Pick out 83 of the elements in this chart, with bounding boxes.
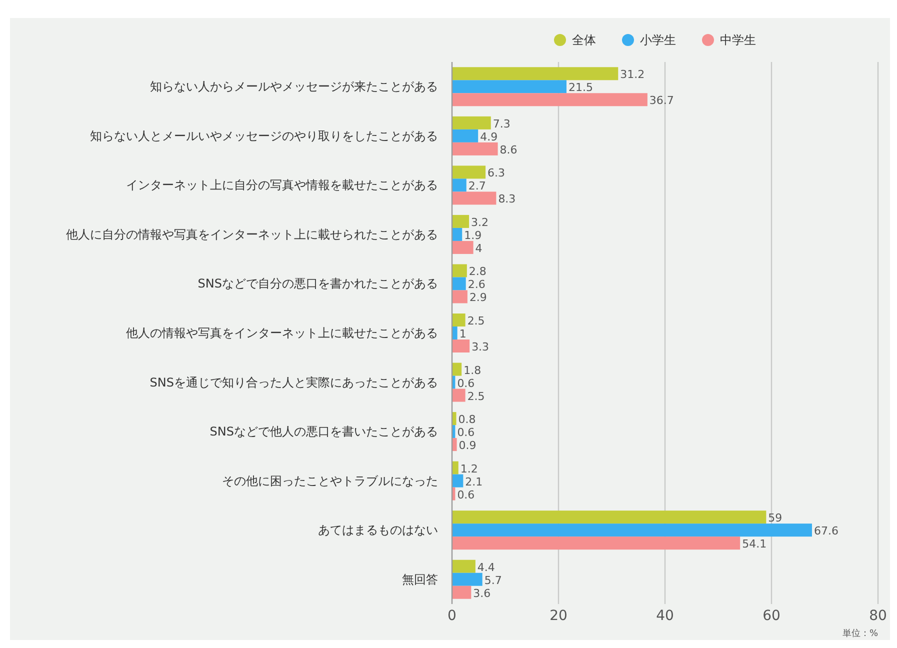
x-tick-label: 80	[869, 608, 887, 624]
y-tick-label: 他人に自分の情報や写真をインターネット上に載せられたことがある	[66, 227, 438, 242]
data-label: 67.6	[814, 524, 838, 538]
bar	[452, 572, 482, 586]
data-label: 4	[475, 242, 482, 255]
bar	[452, 67, 618, 80]
data-label: 0.6	[457, 488, 475, 502]
y-tick-label: あてはまるものはない	[318, 523, 438, 538]
legend-label: 全体	[572, 33, 596, 47]
data-label: 1	[459, 328, 466, 340]
y-tick-label: 知らない人からメールやメッセージが来たことがある	[150, 80, 438, 94]
data-label: 1.9	[464, 228, 482, 242]
data-label: 31.2	[620, 68, 645, 82]
bar	[452, 388, 466, 402]
bar	[452, 412, 456, 426]
data-label: 0.6	[457, 376, 475, 390]
bar	[452, 228, 462, 241]
bar	[452, 116, 491, 130]
y-tick-label: SNSを通じで知り合った人と実際にあったことがある	[150, 375, 438, 390]
legend-label: 小学生	[640, 33, 676, 47]
bar	[452, 192, 496, 205]
data-label: 8.3	[498, 192, 516, 206]
y-tick-label: 知らない人とメールいやメッセージのやり取りをしたことがある	[90, 128, 438, 143]
data-label: 7.3	[492, 117, 510, 130]
data-label: 6.3	[488, 166, 506, 180]
data-label: 3.2	[471, 216, 489, 229]
bar	[452, 178, 466, 192]
y-tick-label: SNSなどで他人の悪口を書いたことがある	[210, 424, 438, 439]
y-tick-label: 他人の情報や写真をインターネット上に載せたことがある	[126, 326, 438, 340]
bar	[452, 214, 470, 228]
data-label: 3.6	[473, 586, 491, 600]
data-label: 1.2	[460, 462, 478, 476]
bar	[452, 438, 457, 452]
data-label: 1.8	[464, 364, 482, 377]
bar	[452, 362, 462, 376]
data-label: 4.4	[477, 560, 495, 574]
data-label: 2.5	[467, 390, 485, 403]
text: 単位：%	[842, 628, 878, 639]
bar	[452, 586, 472, 599]
data-label: 2.8	[468, 265, 486, 278]
bar	[452, 166, 486, 179]
x-tick-label: 0	[448, 608, 456, 624]
data-label: 2.5	[467, 314, 485, 328]
bar	[452, 129, 478, 142]
data-label: 59	[768, 512, 782, 525]
y-tick-label: その他に困ったことやトラブルになった	[222, 474, 438, 488]
data-label: 4.9	[480, 130, 498, 144]
bar	[452, 80, 566, 94]
x-tick-label: 40	[656, 608, 674, 624]
data-label: 3.3	[472, 340, 490, 354]
bar	[452, 290, 468, 304]
bar	[452, 340, 470, 352]
data-label: 0.9	[458, 439, 476, 452]
bar	[452, 314, 466, 326]
data-label: 54.1	[742, 538, 767, 551]
bar	[452, 142, 498, 156]
bar	[452, 240, 474, 254]
bar	[452, 474, 464, 488]
bar	[452, 326, 458, 340]
bar	[452, 461, 458, 474]
data-label: 36.7	[649, 94, 674, 108]
legend-label: 中学生	[720, 33, 756, 47]
bar	[452, 524, 812, 537]
data-label: 21.5	[568, 81, 593, 94]
bar	[452, 264, 467, 278]
bar	[452, 560, 476, 573]
data-label: 8.6	[500, 143, 518, 156]
data-label: 5.7	[484, 574, 502, 587]
x-tick-label: 20	[550, 608, 568, 624]
data-label: 0.6	[457, 426, 475, 440]
data-label: 2.9	[469, 291, 487, 304]
bar	[452, 93, 648, 106]
y-tick-label: インターネット上に自分の写真や情報を載せたことがある	[126, 178, 438, 192]
y-tick-label: 無回答	[402, 572, 438, 586]
data-label: 2.7	[468, 180, 486, 193]
data-label: 2.6	[468, 278, 486, 292]
y-tick-label: SNSなどで自分の悪口を書かれたことがある	[198, 276, 438, 291]
bar	[452, 277, 466, 290]
bar	[452, 536, 740, 550]
data-label: 0.8	[458, 413, 476, 426]
data-label: 2.1	[465, 475, 483, 488]
bar	[452, 510, 766, 524]
x-tick-label: 60	[762, 608, 780, 624]
